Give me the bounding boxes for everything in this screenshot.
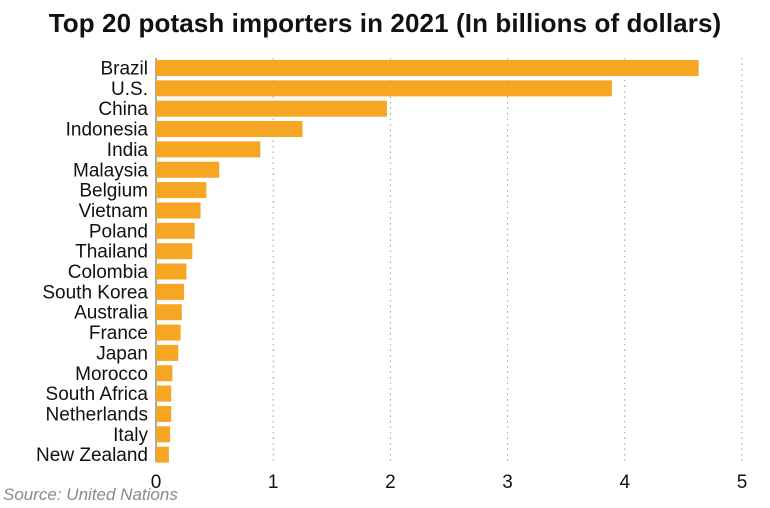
source-note: Source: United Nations [3,485,178,504]
x-tick-label: 5 [737,472,748,493]
category-label: U.S. [111,79,148,100]
category-label: Australia [74,303,148,324]
chart-title: Top 20 potash importers in 2021 (In bill… [48,8,722,38]
category-label: Belgium [79,181,148,202]
category-label: South Korea [42,282,148,303]
category-label: Thailand [75,242,148,263]
bar [156,100,387,117]
category-label: New Zealand [36,445,148,466]
x-tick-label: 0 [151,472,162,493]
bar [156,426,171,443]
bar [156,405,172,422]
bar [156,304,182,321]
bar [156,222,195,239]
bar-layer [156,60,699,463]
bar [156,365,173,382]
category-label: South Africa [46,384,149,405]
category-label: Brazil [100,59,148,80]
category-label: Morocco [75,364,148,385]
bar [156,80,612,97]
category-label: Colombia [68,262,149,283]
grid-layer [155,58,743,462]
x-tick-label: 3 [502,472,513,493]
category-label: China [98,99,148,120]
tick-label-layer: 0 1 2 3 4 5 [151,472,748,493]
category-label: Vietnam [79,201,148,222]
category-label-layer: BrazilU.S.ChinaIndonesiaIndiaMalaysiaBel… [36,59,148,467]
x-tick-label: 4 [620,472,631,493]
bar [156,141,261,158]
bar [156,202,201,219]
category-label: Japan [96,343,148,364]
bar [156,324,181,341]
bar [156,385,172,402]
bar [156,263,187,280]
x-tick-label: 2 [385,472,396,493]
bar [156,283,185,300]
bar [156,344,179,361]
category-label: Netherlands [46,404,148,425]
category-label: India [107,140,149,161]
bar [156,446,169,463]
category-label: Italy [113,425,148,446]
x-tick-label: 1 [268,472,279,493]
category-label: Poland [89,221,148,242]
bar [156,121,303,138]
bar [156,161,220,178]
bar [156,243,193,260]
category-label: Malaysia [73,160,148,181]
bar [156,182,207,199]
category-label: Indonesia [66,120,149,141]
category-label: France [89,323,148,344]
bar [156,60,699,76]
